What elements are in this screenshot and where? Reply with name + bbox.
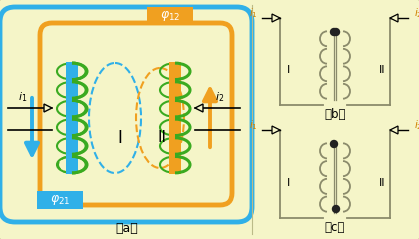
Polygon shape	[272, 14, 280, 22]
Text: $\varphi_{21}$: $\varphi_{21}$	[50, 193, 70, 207]
Bar	[66, 62, 78, 174]
Text: I: I	[118, 129, 122, 147]
FancyBboxPatch shape	[37, 191, 83, 209]
Polygon shape	[272, 126, 280, 134]
Text: $i_1$: $i_1$	[249, 118, 258, 132]
Polygon shape	[390, 126, 398, 134]
Text: $i_2$: $i_2$	[414, 118, 419, 132]
Polygon shape	[195, 104, 203, 112]
Text: $i_1$: $i_1$	[249, 6, 258, 20]
Text: II: II	[158, 130, 166, 146]
Text: （c）: （c）	[325, 221, 345, 234]
Text: $i_1$: $i_1$	[18, 90, 27, 104]
Circle shape	[331, 141, 337, 147]
Text: $\varphi_{12}$: $\varphi_{12}$	[160, 9, 180, 23]
Bar	[169, 62, 181, 174]
Text: II: II	[379, 65, 385, 75]
FancyBboxPatch shape	[147, 7, 193, 25]
Text: （b）: （b）	[324, 108, 346, 121]
Circle shape	[331, 28, 337, 36]
Circle shape	[333, 28, 339, 36]
Text: $i_2$: $i_2$	[414, 6, 419, 20]
Text: I: I	[286, 65, 290, 75]
Polygon shape	[390, 14, 398, 22]
Circle shape	[333, 206, 339, 212]
Polygon shape	[44, 104, 52, 112]
Text: （a）: （a）	[116, 222, 138, 234]
Text: I: I	[286, 178, 290, 188]
Text: II: II	[379, 178, 385, 188]
Text: $i_2$: $i_2$	[215, 90, 224, 104]
